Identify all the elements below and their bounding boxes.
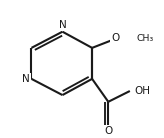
Text: N: N xyxy=(59,20,66,30)
Text: CH₃: CH₃ xyxy=(137,34,154,43)
Text: OH: OH xyxy=(134,86,150,96)
Text: O: O xyxy=(104,126,112,136)
Text: O: O xyxy=(111,33,119,43)
Text: N: N xyxy=(22,74,30,84)
